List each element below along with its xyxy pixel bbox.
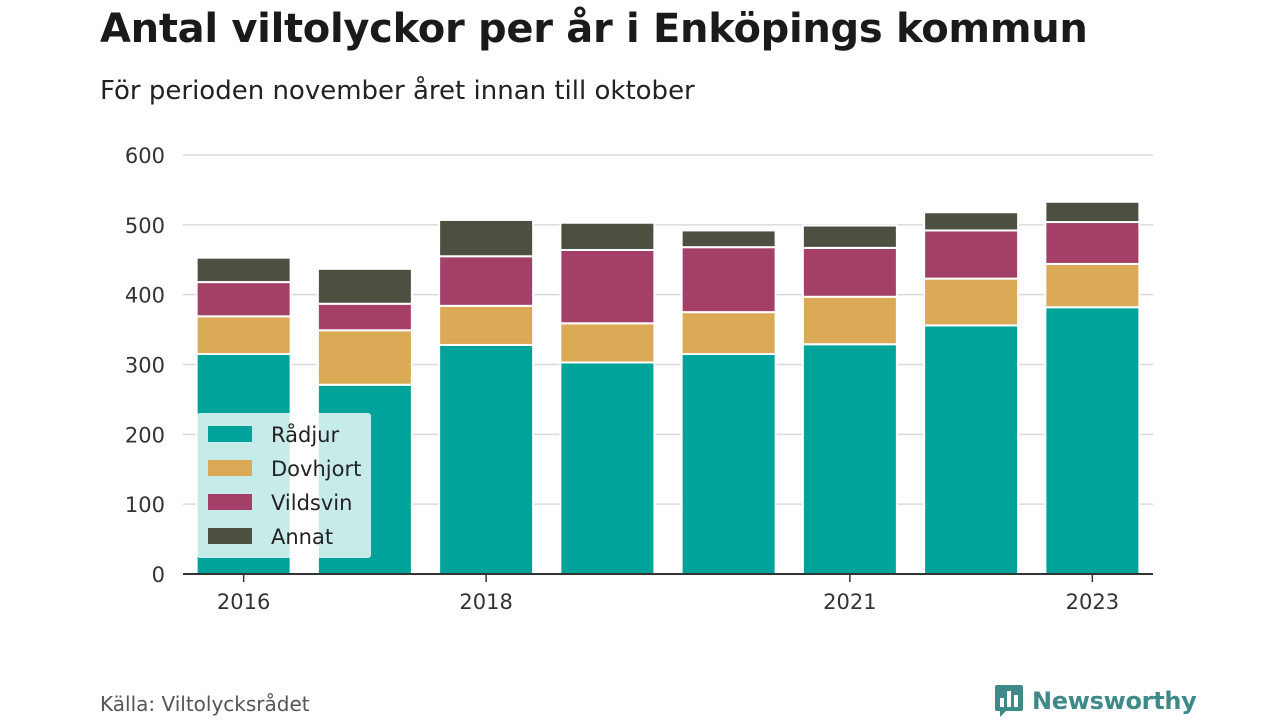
bar-segment [195, 256, 292, 284]
bar-segment [680, 353, 777, 575]
legend-swatch [208, 494, 252, 510]
legend-label: Dovhjort [271, 457, 361, 481]
x-tick-label: 2021 [823, 590, 876, 614]
bar-segment [438, 255, 535, 307]
bar-segment [195, 281, 292, 318]
y-tick-label: 500 [125, 214, 165, 238]
bar-segment [1044, 306, 1141, 575]
bar-segment [680, 311, 777, 356]
bar-segment [559, 221, 656, 251]
bar-segment [559, 248, 656, 325]
bar-segment [559, 361, 656, 575]
legend-swatch [208, 460, 252, 476]
chart-title: Antal viltolyckor per år i Enköpings kom… [100, 6, 1088, 52]
legend-box [197, 413, 371, 558]
bar-segment [680, 246, 777, 314]
bar-segment [316, 329, 413, 386]
legend-label: Vildsvin [271, 491, 352, 515]
bar-segment [559, 322, 656, 364]
bar-segment [801, 295, 898, 346]
brand-name: Newsworthy [1032, 687, 1197, 715]
bar-segment [801, 224, 898, 249]
bar-chart-logo-icon [995, 685, 1023, 717]
bar-segment [801, 343, 898, 575]
legend-swatch [208, 528, 252, 544]
bar-segment [923, 211, 1020, 232]
y-tick-label: 200 [125, 423, 165, 447]
bar-segment [923, 277, 1020, 327]
bar-segment [1044, 262, 1141, 309]
x-tick-label: 2016 [217, 590, 270, 614]
bar-segment [438, 304, 535, 346]
y-tick-label: 400 [125, 284, 165, 308]
y-tick-label: 0 [152, 563, 165, 587]
bar-segment [801, 246, 898, 298]
bar-segment [923, 229, 1020, 280]
bar-segment [438, 343, 535, 575]
bar-segment [316, 302, 413, 332]
y-tick-label: 300 [125, 354, 165, 378]
x-tick-label: 2023 [1066, 590, 1119, 614]
legend-label: Annat [271, 525, 333, 549]
chart-subtitle: För perioden november året innan till ok… [100, 76, 695, 106]
y-tick-label: 100 [125, 493, 165, 517]
y-tick-label: 600 [125, 144, 165, 168]
bar-segment [1044, 200, 1141, 224]
bar-segment [680, 229, 777, 249]
bar-segment [195, 315, 292, 356]
bar-segment [438, 218, 535, 258]
bar-segment [316, 267, 413, 305]
bar-segment [1044, 221, 1141, 265]
brand-logo: Newsworthy [994, 683, 1197, 719]
bar-segment [923, 324, 1020, 576]
x-tick-label: 2018 [459, 590, 512, 614]
legend-label: Rådjur [271, 422, 339, 447]
legend-swatch [208, 426, 252, 442]
source-note: Källa: Viltolycksrådet [100, 692, 310, 716]
